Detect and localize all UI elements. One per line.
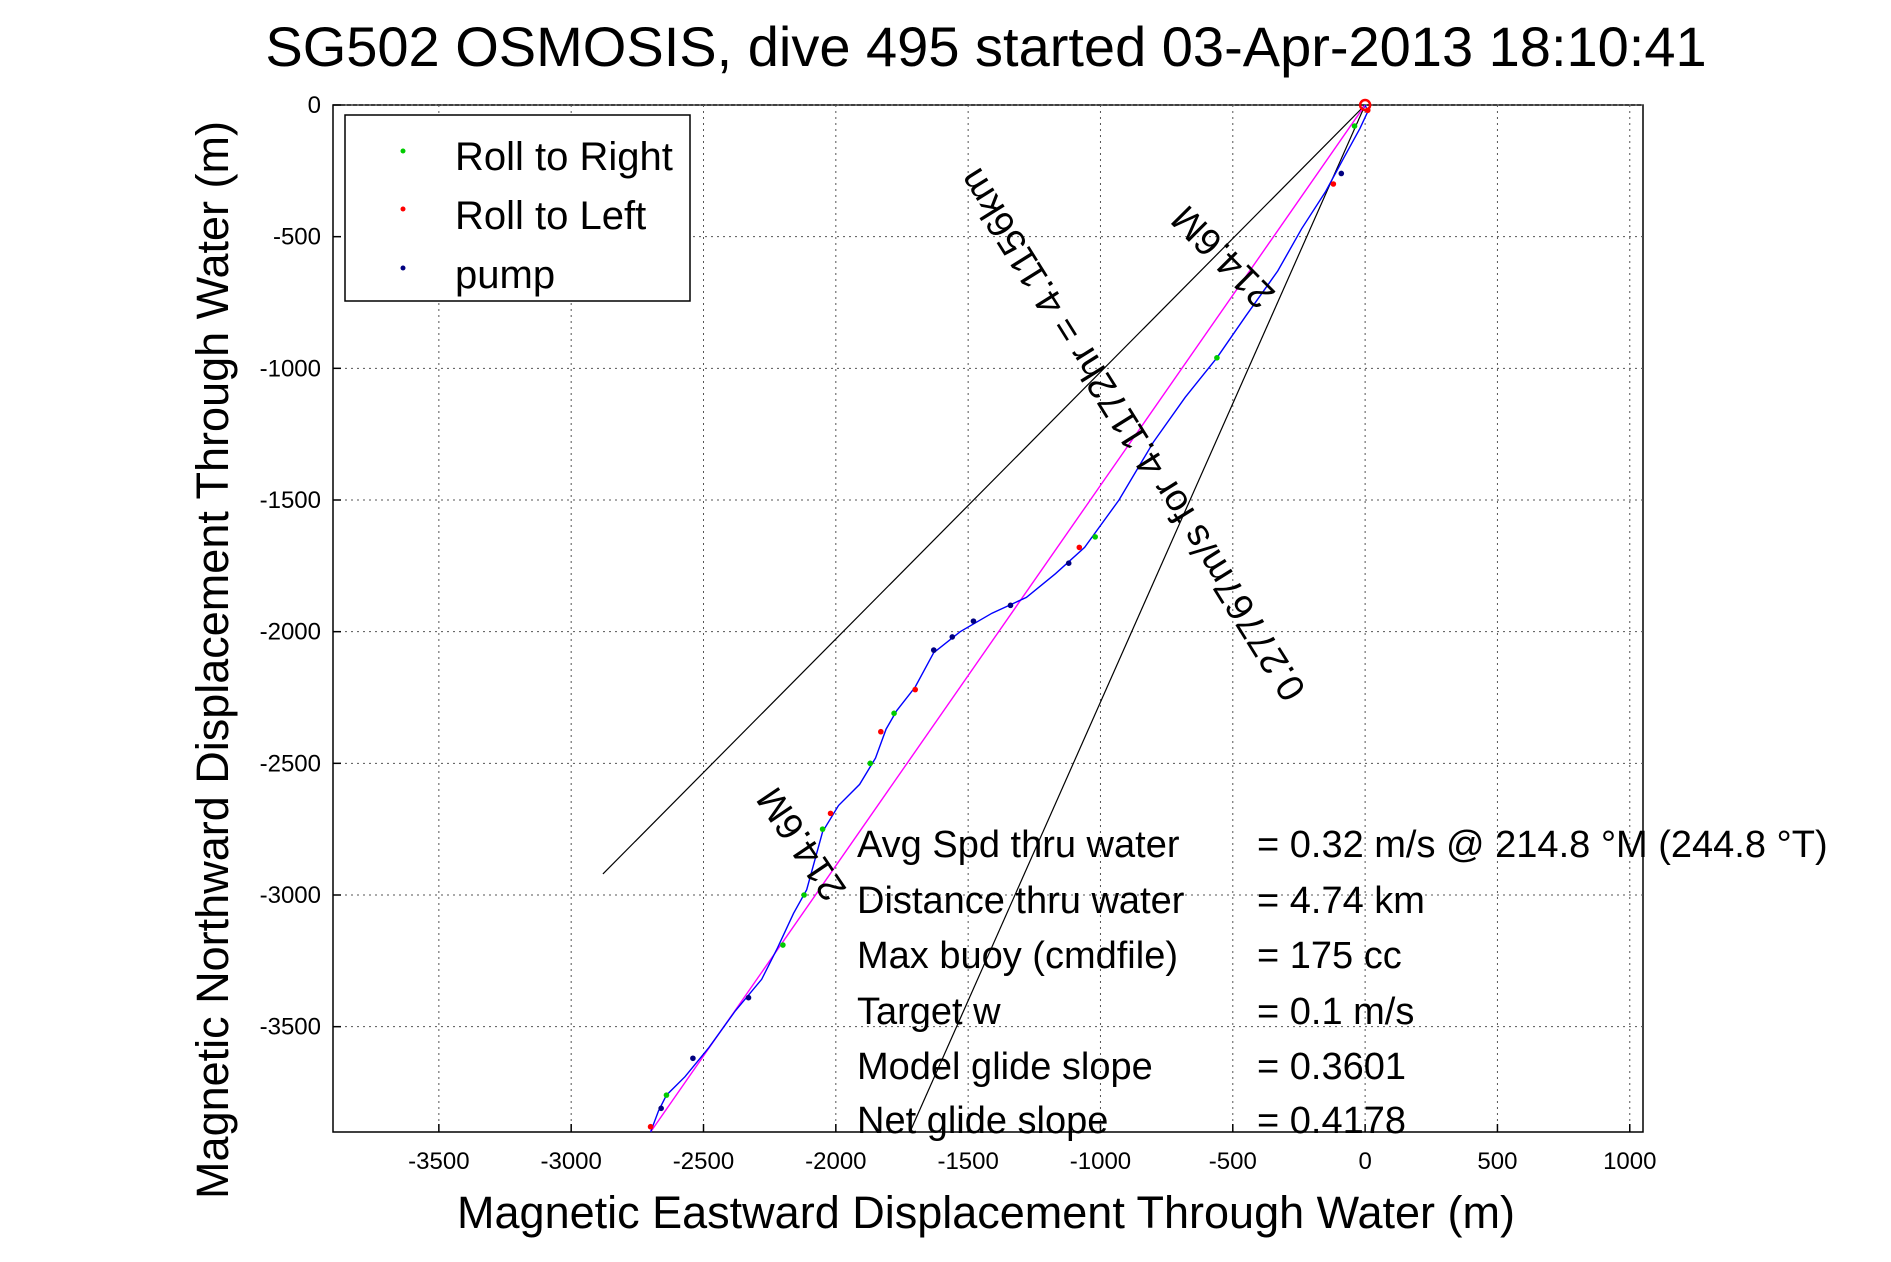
pump-marker bbox=[690, 1055, 696, 1062]
x-tick-label: -1000 bbox=[1070, 1148, 1131, 1175]
y-tick-label: -3500 bbox=[260, 1014, 321, 1041]
stat-value-net-glide: = 0.4178 bbox=[1257, 1100, 1406, 1142]
legend-label-roll-right: Roll to Right bbox=[455, 135, 673, 179]
x-tick-label: -3000 bbox=[540, 1148, 601, 1175]
track-markers bbox=[647, 98, 1372, 1130]
pump-marker bbox=[930, 647, 937, 653]
x-tick-labels: -3500 -3000 -2500 -2000 -1500 -1000 -500 0 500 10… bbox=[408, 1148, 1656, 1175]
x-tick-label: 0 bbox=[1358, 1148, 1371, 1175]
x-tick-label: -1500 bbox=[937, 1148, 998, 1175]
roll-right-marker bbox=[891, 710, 897, 717]
grid-lines bbox=[333, 104, 1643, 1132]
stat-label-model-glide: Model glide slope bbox=[857, 1046, 1153, 1088]
legend-label-roll-left: Roll to Left bbox=[455, 194, 646, 238]
pump-marker bbox=[658, 1105, 664, 1112]
stat-value-target-w: = 0.1 m/s bbox=[1257, 991, 1414, 1033]
x-tick-label: -3500 bbox=[408, 1148, 469, 1175]
heading-line bbox=[650, 104, 1366, 1133]
roll-right-marker bbox=[780, 942, 786, 948]
legend-label-pump: pump bbox=[455, 253, 555, 297]
pump-marker bbox=[745, 994, 752, 1001]
heading-cone-lines bbox=[602, 104, 1366, 1133]
legend-marker-roll-left bbox=[400, 206, 406, 212]
stat-label-target-w: Target w bbox=[857, 991, 1001, 1033]
y-tick-labels: 0 -500 -1000 -1500 -2000 -2500 -3000 -3500 bbox=[260, 92, 321, 1041]
roll-left-marker bbox=[1076, 544, 1083, 551]
legend-marker-roll-right bbox=[400, 148, 406, 154]
y-tick-label: -1500 bbox=[260, 487, 321, 514]
pump-marker bbox=[1007, 602, 1014, 609]
roll-right-marker bbox=[867, 760, 874, 767]
roll-right-marker bbox=[1092, 534, 1098, 540]
roll-right-marker bbox=[663, 1092, 670, 1098]
roll-left-marker bbox=[827, 810, 834, 817]
stat-value-model-glide: = 0.3601 bbox=[1257, 1046, 1406, 1088]
stat-value-distance: = 4.74 km bbox=[1257, 880, 1425, 922]
legend-marker-pump bbox=[400, 265, 406, 271]
x-axis-label: Magnetic Eastward Displacement Through W… bbox=[457, 1187, 1515, 1238]
cone-line bbox=[909, 104, 1366, 1133]
legend: Roll to Right Roll to Left pump bbox=[344, 114, 691, 302]
roll-left-marker bbox=[647, 1123, 654, 1130]
stat-value-avg-speed: = 0.32 m/s @ 214.8 °M (244.8 °T) bbox=[1257, 824, 1828, 866]
y-tick-label: -2000 bbox=[260, 619, 321, 646]
roll-left-marker bbox=[912, 686, 919, 693]
roll-right-marker bbox=[801, 892, 807, 898]
roll-left-marker bbox=[878, 728, 884, 735]
x-tick-label: -2500 bbox=[673, 1148, 734, 1175]
roll-left-marker bbox=[1330, 181, 1337, 187]
x-tick-label: 500 bbox=[1477, 1148, 1517, 1175]
heading-line-path bbox=[650, 104, 1366, 1133]
stat-label-net-glide: Net glide slope bbox=[857, 1100, 1108, 1142]
roll-right-marker bbox=[1214, 355, 1220, 361]
y-tick-label: -1000 bbox=[260, 355, 321, 382]
stat-label-distance: Distance thru water bbox=[857, 880, 1185, 922]
x-tick-label: 1000 bbox=[1603, 1148, 1656, 1175]
y-tick-label: -3000 bbox=[260, 882, 321, 909]
x-tick-label: -500 bbox=[1209, 1148, 1257, 1175]
chart-title: SG502 OSMOSIS, dive 495 started 03-Apr-2… bbox=[265, 15, 1706, 78]
roll-right-marker bbox=[1351, 123, 1358, 129]
cone-line bbox=[602, 104, 1366, 875]
dive-stats: Avg Spd thru water = 0.32 m/s @ 214.8 °M… bbox=[857, 824, 1828, 1142]
y-tick-label: 0 bbox=[308, 92, 321, 119]
y-axis-label: Magnetic Northward Displacement Through … bbox=[187, 121, 238, 1199]
pump-marker bbox=[1338, 170, 1345, 177]
stat-label-avg-speed: Avg Spd thru water bbox=[857, 824, 1180, 866]
stat-value-max-buoy: = 175 cc bbox=[1257, 935, 1402, 977]
x-tick-label: -2000 bbox=[805, 1148, 866, 1175]
pump-marker bbox=[1065, 560, 1072, 566]
pump-marker bbox=[949, 634, 956, 640]
y-tick-label: -2500 bbox=[260, 750, 321, 777]
y-tick-label: -500 bbox=[273, 224, 321, 251]
dive-start-marker bbox=[1358, 98, 1372, 112]
pump-marker bbox=[970, 618, 977, 624]
stat-label-max-buoy: Max buoy (cmdfile) bbox=[857, 935, 1178, 977]
roll-right-marker bbox=[819, 826, 826, 832]
